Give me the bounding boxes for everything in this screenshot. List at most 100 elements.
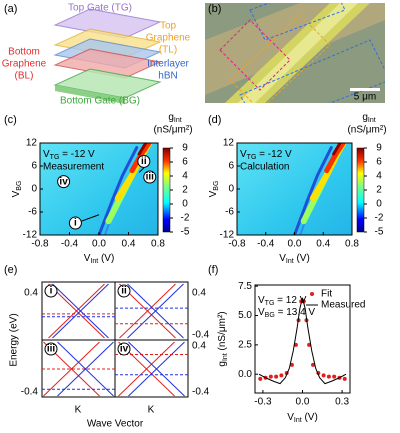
y-tick-label: -6 <box>225 207 234 218</box>
marker-label: ii <box>121 286 127 297</box>
y-axis-label: gInt (nS/μm²) <box>217 311 229 366</box>
label-part: V <box>11 190 22 197</box>
label-part: V <box>258 295 265 306</box>
marker-label: iii <box>146 172 155 183</box>
marker-label: iv <box>120 344 129 355</box>
data-point <box>289 362 294 367</box>
annotation: Calculation <box>240 162 289 173</box>
y-tick-label: -0.4 <box>192 330 210 341</box>
marker-circle <box>44 342 58 356</box>
legend-label: Measured <box>321 300 365 311</box>
y-tick-label: 6 <box>31 161 37 172</box>
marker-circle <box>117 284 131 298</box>
pointer <box>138 167 145 173</box>
colorbar-tick-label: 4 <box>182 171 188 182</box>
annotation: VTG = -12 V <box>240 149 292 161</box>
colorbar-title: gInt <box>168 112 181 124</box>
label-part: = -12 V <box>256 149 292 160</box>
data-point <box>321 373 326 378</box>
y-tick-label: -0.4 <box>192 387 210 398</box>
x-tick-label: 0.3 <box>335 397 349 408</box>
colorbar-title: gInt <box>362 112 375 124</box>
colorbar-tick-label: 6 <box>182 157 188 168</box>
label-part: V <box>287 412 294 423</box>
label-part: g <box>168 112 174 123</box>
panel-label: (f) <box>208 264 218 276</box>
x-axis-label: VInt (V) <box>287 412 318 424</box>
label-part: TG <box>50 154 60 161</box>
colorbar-tick-label: 6 <box>376 157 382 168</box>
colorbar-tick-label: 9 <box>182 143 188 154</box>
y-tick-label: -6 <box>28 207 37 218</box>
marker-circle <box>143 170 157 184</box>
band <box>43 341 100 397</box>
band <box>127 283 184 339</box>
marker-label: i <box>50 286 53 297</box>
x-axis-label: VInt (V) <box>279 253 310 265</box>
colorbar-tick-label: 9 <box>376 143 382 154</box>
label-part: = -12 V <box>59 149 95 160</box>
panel-label: (b) <box>208 3 221 15</box>
x-tick-label: K <box>75 405 82 416</box>
label-part: = 13.4 V <box>275 307 316 318</box>
band <box>57 341 114 397</box>
x-tick-label: 0.4 <box>122 239 136 250</box>
panel-label: (a) <box>4 3 17 15</box>
x-axis-label: Wave Vector <box>87 419 144 430</box>
y-tick-label: -12 <box>23 230 38 241</box>
label-part: (V) <box>302 412 318 423</box>
y-tick-label: 5.0 <box>238 310 252 321</box>
label-part: (V) <box>98 253 114 264</box>
heatmap-feature <box>129 143 152 174</box>
marker-circle <box>117 342 131 356</box>
marker-label: i <box>74 218 77 229</box>
label-part: BG <box>213 181 220 191</box>
label-part: V <box>208 190 219 197</box>
heatmap-feature <box>97 146 139 235</box>
x-tick-label: K <box>148 405 155 416</box>
y-tick-label: 2.5 <box>238 340 252 351</box>
band <box>128 341 185 397</box>
colorbar-tick-label: -5 <box>375 227 384 238</box>
marker-label: ii <box>141 156 147 167</box>
band <box>52 283 109 339</box>
marker-circle <box>44 284 58 298</box>
marker-circle <box>137 154 151 168</box>
x-tick-label: -0.8 <box>31 239 49 250</box>
label-part: TG <box>265 300 275 307</box>
y-axis-label: VBG <box>208 181 220 198</box>
x-axis-label: VInt (V) <box>84 253 115 265</box>
layer-label: Top Gate (TG) <box>68 3 132 14</box>
y-axis-label: VBG <box>11 181 23 198</box>
colorbar-tick-label: 2 <box>182 185 188 196</box>
data-point <box>342 376 347 381</box>
marker-circle <box>57 175 71 189</box>
data-point <box>268 374 273 379</box>
layer-label: Top <box>160 21 177 32</box>
colorbar <box>356 147 365 233</box>
y-tick-label: 12 <box>26 138 38 149</box>
heatmap-feature <box>332 143 342 156</box>
x-tick-label: 0.0 <box>296 397 310 408</box>
label-part: Int <box>286 258 294 265</box>
layer-label: hBN <box>158 71 177 82</box>
layer-label: (TL) <box>159 45 177 56</box>
data-point <box>274 374 279 379</box>
data-point <box>332 374 337 379</box>
x-tick-label: 0.8 <box>345 239 359 250</box>
colorbar-tick-label: -2 <box>375 213 384 224</box>
scale-bar-label: 5 μm <box>354 92 376 103</box>
y-tick-label: 6 <box>228 161 234 172</box>
label-part: V <box>258 307 265 318</box>
panel-label: (d) <box>208 114 221 126</box>
data-point <box>279 373 284 378</box>
data-point <box>311 362 316 367</box>
marker-label: iv <box>59 176 68 187</box>
band-diagrams <box>41 281 189 398</box>
y-tick-label: 0 <box>228 184 234 195</box>
y-tick-label: 0.4 <box>24 288 38 299</box>
band <box>118 341 175 397</box>
heatmap <box>237 143 352 235</box>
annotation: VBG = 13.4 V <box>258 307 315 319</box>
y-tick-label: 7.5 <box>238 281 252 292</box>
